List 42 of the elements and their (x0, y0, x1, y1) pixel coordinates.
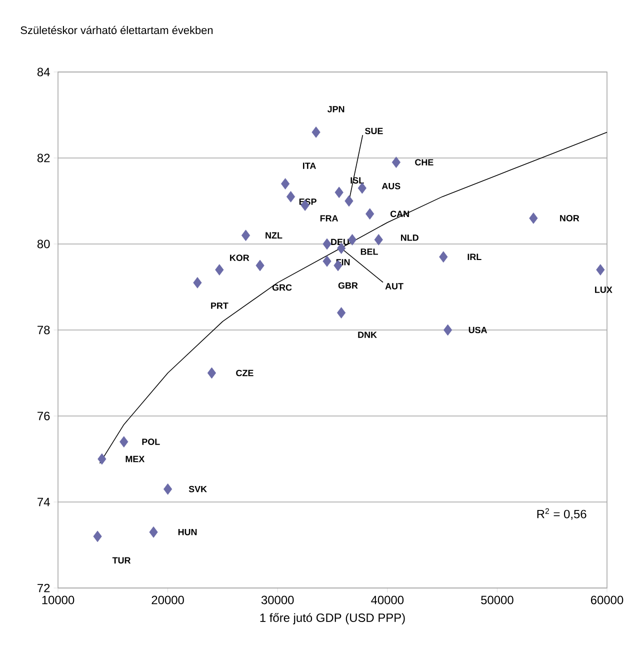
annotation: R$^{2}$ = 0,56 (537, 508, 586, 520)
annotation: LUX (595, 286, 612, 293)
annotation: ITA (302, 162, 316, 169)
annotation: AUS (382, 182, 400, 190)
annotation: DNK (358, 332, 377, 338)
x-tick-label: 30000 (261, 596, 294, 604)
annotation: JPN (327, 106, 344, 112)
x-tick-label: 20000 (152, 596, 184, 604)
annotation: KOR (230, 254, 250, 261)
annotation: GRC (272, 284, 292, 291)
y-tick-label: 80 (37, 240, 50, 248)
y-tick-label: 74 (38, 498, 50, 506)
annotation: FRA (320, 215, 338, 222)
annotation: HUN (178, 528, 197, 536)
y-tick-label: 76 (38, 412, 50, 420)
annotation: SVK (188, 486, 207, 492)
y-tick-label: 84 (37, 68, 50, 76)
annotation: PRT (211, 302, 228, 309)
y-tick-label: 72 (38, 584, 50, 592)
annotation: BEL (360, 248, 378, 255)
annotation: NOR (560, 215, 580, 222)
x-tick-label: 60000 (590, 596, 624, 604)
annotation: NZL (266, 232, 282, 238)
annotation: USA (468, 326, 488, 334)
annotation: TUR (112, 557, 131, 564)
y-tick-label: 82 (37, 154, 50, 162)
annotation: MEX (126, 456, 145, 462)
x-axis-title: 1 főre jutó GDP (USD PPP) (260, 613, 405, 624)
annotation: AUT (385, 283, 404, 290)
x-tick-label: 50000 (481, 596, 514, 604)
chart-title: Születéskor várható élettartam években (20, 26, 213, 34)
annotation: IRL (468, 254, 482, 260)
y-tick-label: 78 (38, 326, 50, 334)
annotation: POL (142, 438, 160, 445)
annotation: DEU (331, 238, 349, 246)
annotation: CHE (415, 159, 434, 166)
annotation: GBR (338, 282, 358, 289)
annotation: CZE (236, 370, 254, 376)
annotation: SUE (365, 128, 383, 134)
x-tick-label: 40000 (371, 596, 404, 604)
annotation: NLD (401, 234, 418, 241)
x-tick-label: 10000 (42, 596, 74, 604)
